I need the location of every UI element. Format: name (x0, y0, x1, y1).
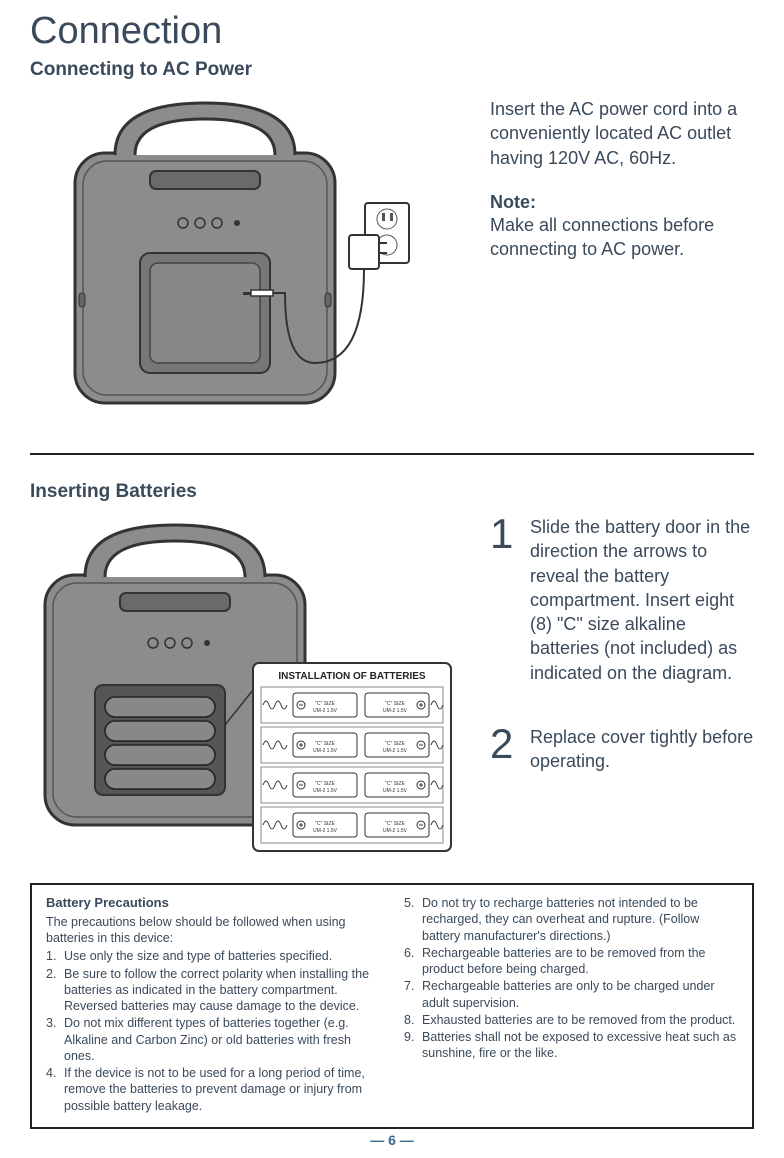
note-label: Note: (490, 192, 754, 213)
svg-text:UM-2 1.5V: UM-2 1.5V (383, 828, 408, 834)
svg-text:UM-2 1.5V: UM-2 1.5V (313, 748, 338, 754)
svg-text:UM-2 1.5V: UM-2 1.5V (313, 708, 338, 714)
svg-text:UM-2 1.5V: UM-2 1.5V (383, 748, 408, 754)
precautions-intro: The precautions below should be followed… (46, 914, 380, 947)
svg-text:"C" SIZE: "C" SIZE (385, 781, 405, 787)
section-ac-title: Connecting to AC Power (30, 59, 754, 81)
svg-text:"C" SIZE: "C" SIZE (385, 821, 405, 827)
page-number: — 6 — (370, 1132, 414, 1148)
step-number: 1 (490, 515, 518, 685)
page-title: Connection (30, 10, 754, 53)
svg-text:"C" SIZE: "C" SIZE (315, 821, 335, 827)
precautions-list-right: 5.Do not try to recharge batteries not i… (404, 895, 738, 1062)
battery-illustration: INSTALLATION OF BATTERIES "C" SIZEUM-2 1… (30, 515, 460, 855)
note-text: Make all connections before connecting t… (490, 213, 754, 262)
diagram-label: INSTALLATION OF BATTERIES (278, 671, 426, 682)
step-2: 2 Replace cover tightly before operating… (490, 725, 754, 774)
svg-text:UM-2 1.5V: UM-2 1.5V (383, 708, 408, 714)
step-1: 1 Slide the battery door in the directio… (490, 515, 754, 685)
svg-text:"C" SIZE: "C" SIZE (315, 741, 335, 747)
step-number: 2 (490, 725, 518, 774)
section-divider (30, 453, 754, 455)
svg-text:UM-2 1.5V: UM-2 1.5V (383, 788, 408, 794)
section-ac: Insert the AC power cord into a convenie… (30, 93, 754, 423)
svg-text:"C" SIZE: "C" SIZE (385, 701, 405, 707)
svg-text:"C" SIZE: "C" SIZE (315, 701, 335, 707)
step-text: Slide the battery door in the direction … (530, 515, 754, 685)
svg-text:UM-2 1.5V: UM-2 1.5V (313, 788, 338, 794)
step-text: Replace cover tightly before operating. (530, 725, 754, 774)
section-battery: INSTALLATION OF BATTERIES "C" SIZEUM-2 1… (30, 515, 754, 855)
precautions-list-left: 1.Use only the size and type of batterie… (46, 948, 380, 1114)
ac-instruction: Insert the AC power cord into a convenie… (490, 97, 754, 170)
precautions-box: Battery Precautions The precautions belo… (30, 883, 754, 1129)
section-battery-title: Inserting Batteries (30, 481, 754, 503)
svg-text:UM-2 1.5V: UM-2 1.5V (313, 828, 338, 834)
precautions-title: Battery Precautions (46, 895, 380, 912)
svg-text:"C" SIZE: "C" SIZE (385, 741, 405, 747)
svg-text:"C" SIZE: "C" SIZE (315, 781, 335, 787)
ac-illustration (30, 93, 460, 423)
